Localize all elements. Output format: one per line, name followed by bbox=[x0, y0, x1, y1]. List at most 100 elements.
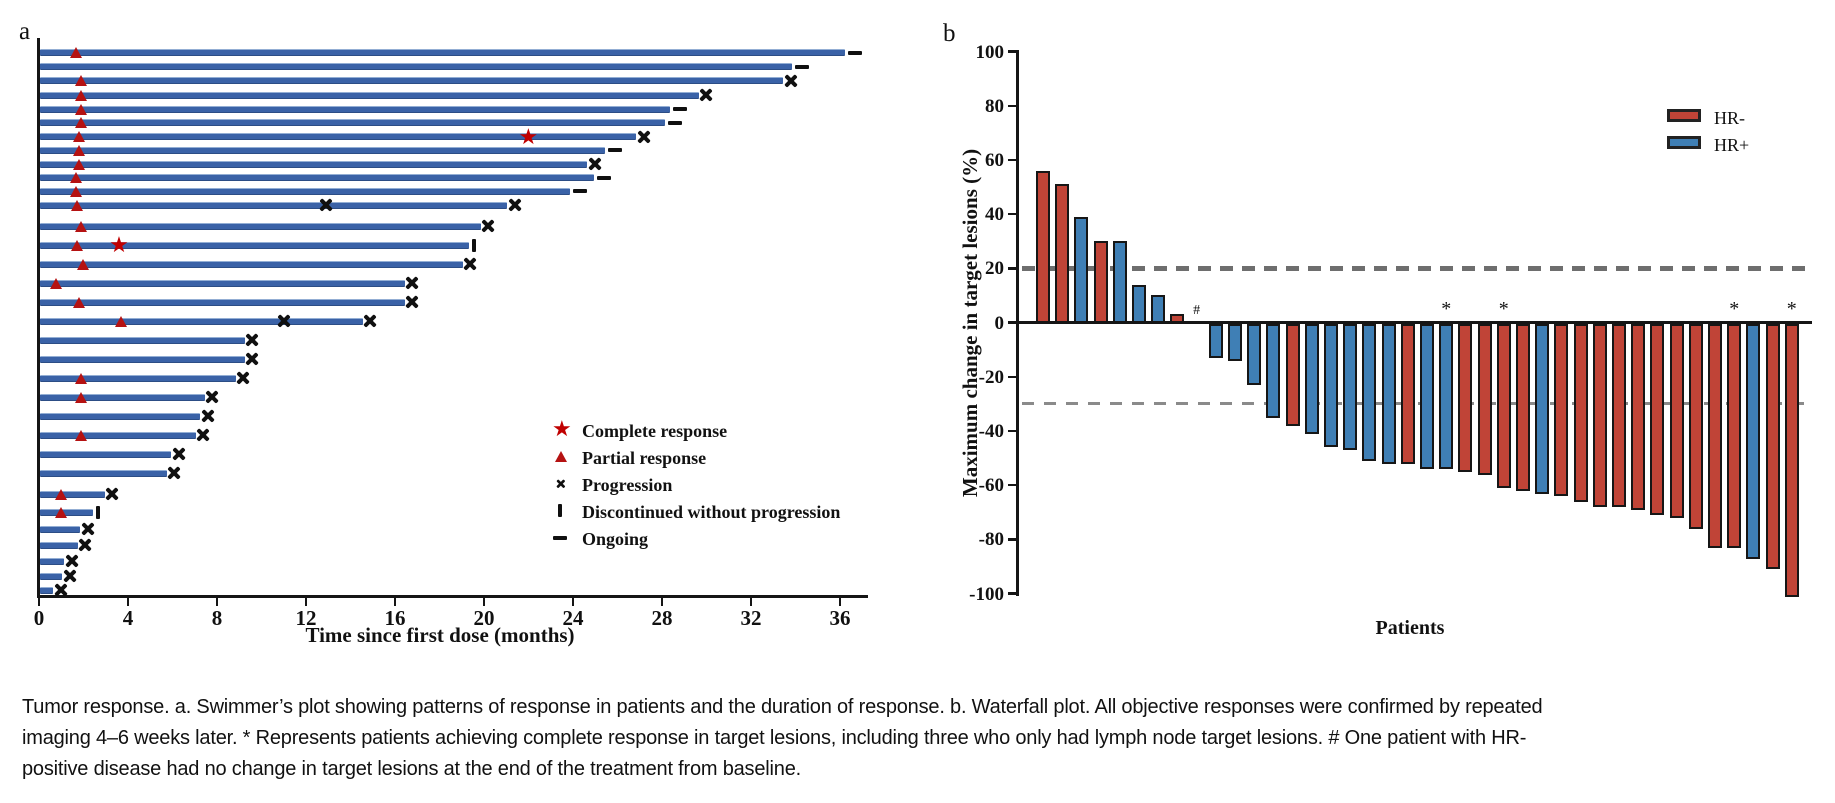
x-tick-label: 4 bbox=[122, 606, 134, 630]
y-tick-label: 60 bbox=[985, 149, 1004, 171]
waterfall-bar bbox=[1266, 323, 1281, 418]
legend-label: Partial response bbox=[582, 448, 707, 468]
swimmer-bar bbox=[40, 490, 105, 498]
waterfall-bar bbox=[1477, 323, 1492, 475]
progression-icon bbox=[556, 479, 565, 488]
progression-marker bbox=[63, 570, 76, 583]
waterfall-bar bbox=[1208, 323, 1223, 359]
y-tick bbox=[1008, 158, 1018, 162]
progression-marker bbox=[54, 584, 67, 597]
legend-label: Complete response bbox=[582, 421, 728, 441]
partial-response-marker bbox=[54, 488, 67, 500]
waterfall-bar bbox=[1074, 216, 1089, 325]
panel-b-x-axis-title: Patients bbox=[1375, 617, 1445, 639]
swimmer-bar bbox=[40, 586, 54, 594]
partial-response-marker bbox=[74, 103, 87, 115]
swimmer-bar bbox=[40, 393, 205, 401]
y-tick bbox=[1008, 483, 1018, 487]
waterfall-bar bbox=[1516, 323, 1530, 491]
partial-response-marker bbox=[54, 506, 67, 518]
x-tick-label: 16 bbox=[384, 606, 406, 630]
swimmer-bar bbox=[40, 49, 846, 57]
ongoing-marker bbox=[848, 50, 863, 55]
y-tick-label: 80 bbox=[985, 95, 1004, 117]
waterfall-bar bbox=[1458, 323, 1473, 472]
partial-response-marker bbox=[74, 89, 87, 101]
x-tick-label: 20 bbox=[473, 606, 495, 630]
reference-line--30 bbox=[1022, 401, 1812, 406]
waterfall-bar bbox=[1631, 323, 1646, 510]
x-tick-label: 0 bbox=[33, 606, 45, 630]
swimmer-bar bbox=[40, 412, 201, 420]
figure-caption: Tumor response. a. Swimmer’s plot showin… bbox=[22, 696, 1543, 780]
x-tick bbox=[749, 598, 753, 606]
waterfall-bar bbox=[1381, 323, 1396, 464]
swimmer-bar bbox=[40, 174, 595, 182]
partial-response-marker bbox=[74, 429, 87, 441]
x-tick-label: 24 bbox=[562, 606, 584, 630]
waterfall-bar bbox=[1132, 284, 1146, 325]
discontinued-marker bbox=[96, 505, 101, 519]
swimmer-bar bbox=[40, 91, 699, 99]
progression-marker bbox=[201, 410, 214, 423]
progression-marker bbox=[81, 523, 94, 536]
panel-b-y-axis-title: Maximum change in target lesions (%) bbox=[958, 148, 982, 498]
swimmer-bar bbox=[40, 541, 78, 549]
waterfall-bar bbox=[1669, 323, 1684, 518]
y-tick-label: -20 bbox=[978, 366, 1004, 388]
swimmer-bar bbox=[40, 241, 470, 249]
waterfall-bar bbox=[1055, 184, 1070, 325]
waterfall-bar bbox=[1036, 170, 1050, 325]
progression-marker bbox=[206, 391, 219, 404]
y-tick bbox=[1008, 104, 1018, 107]
progression-marker bbox=[784, 74, 797, 87]
progression-marker bbox=[197, 429, 210, 442]
waterfall-bar bbox=[1112, 241, 1127, 325]
progression-marker bbox=[406, 296, 419, 309]
y-tick bbox=[1008, 50, 1018, 53]
y-tick-label: -100 bbox=[969, 583, 1004, 605]
x-tick bbox=[482, 598, 486, 606]
waterfall-bar bbox=[1650, 323, 1665, 516]
waterfall-bar bbox=[1612, 323, 1626, 508]
y-tick bbox=[1008, 212, 1018, 216]
waterfall-bar bbox=[1324, 323, 1338, 448]
waterfall-bar bbox=[1535, 323, 1550, 494]
partial-response-marker bbox=[70, 172, 83, 184]
waterfall-bar bbox=[1285, 323, 1300, 426]
progression-marker bbox=[246, 334, 259, 347]
discontinued-icon bbox=[558, 504, 562, 517]
swimmer-bar bbox=[40, 146, 606, 154]
hr-negative-swatch bbox=[1667, 109, 1701, 122]
x-tick bbox=[838, 598, 842, 606]
asterisk-annotation: * bbox=[1498, 298, 1509, 320]
progression-marker bbox=[65, 555, 78, 568]
progression-marker bbox=[482, 220, 495, 233]
asterisk-annotation: * bbox=[1729, 298, 1740, 320]
waterfall-bar bbox=[1765, 323, 1780, 570]
swimmer-bar bbox=[40, 260, 463, 268]
swimmer-bar bbox=[40, 469, 167, 477]
panel-b-zero-line bbox=[1018, 321, 1812, 324]
waterfall-bar bbox=[1228, 323, 1242, 361]
ongoing-marker bbox=[795, 64, 810, 69]
y-tick bbox=[1008, 429, 1018, 433]
asterisk-annotation: * bbox=[1786, 298, 1797, 320]
waterfall-bar bbox=[1592, 323, 1607, 508]
y-tick-label: -80 bbox=[978, 529, 1004, 551]
waterfall-bar bbox=[1247, 323, 1262, 386]
y-tick-label: 100 bbox=[975, 41, 1005, 63]
y-tick bbox=[1008, 267, 1018, 270]
y-tick-label: 40 bbox=[985, 204, 1004, 226]
partial-response-marker bbox=[50, 277, 63, 289]
partial-response-marker bbox=[74, 391, 87, 403]
progression-marker bbox=[246, 353, 259, 366]
waterfall-bar bbox=[1573, 323, 1588, 502]
swimmer-bar bbox=[40, 222, 481, 230]
swimmer-bar bbox=[40, 355, 245, 363]
swimmer-bar bbox=[40, 133, 637, 141]
discontinued-marker bbox=[472, 238, 477, 252]
y-tick-label: -60 bbox=[978, 475, 1004, 497]
y-tick bbox=[1008, 592, 1018, 595]
partial-response-marker bbox=[74, 372, 87, 384]
